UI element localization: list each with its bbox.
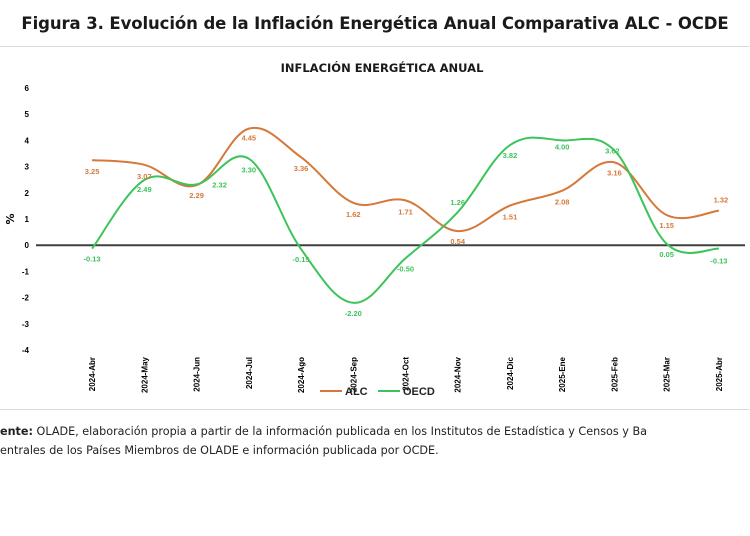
y-tick-label: -1: [22, 267, 30, 276]
data-label: 0.54: [450, 237, 465, 246]
x-tick-label: 2024-Dic: [506, 356, 515, 389]
data-label: 1.26: [450, 198, 465, 207]
y-tick-label: 4: [25, 136, 30, 145]
y-tick-label: 1: [25, 215, 30, 224]
x-axis-ticks: 2024-Abr 2024-May 2024-Jun 2024-Jul 2024-Ago…: [88, 356, 724, 393]
source-label: ente:: [0, 425, 33, 438]
data-label: -0.13: [710, 257, 727, 266]
legend: ALC OECD: [320, 386, 435, 398]
chart-title: INFLACIÓN ENERGÉTICA ANUAL: [281, 60, 484, 75]
data-label: 4.45: [242, 134, 257, 143]
y-axis-label: %: [4, 213, 17, 224]
x-tick-label: 2024-May: [140, 356, 149, 393]
y-tick-label: -4: [22, 346, 30, 355]
y-axis-ticks: 6 5 4 3 2 1 0 -1 -2 -3 -4: [22, 84, 30, 355]
data-label: 1.62: [346, 210, 361, 219]
data-label: 1.32: [714, 196, 729, 205]
data-label: 3.30: [242, 166, 257, 175]
data-label: -0.50: [397, 264, 414, 273]
x-tick-label: 2025-Ene: [558, 356, 567, 392]
x-tick-label: 2024-Abr: [88, 357, 97, 391]
data-label: 3.62: [605, 146, 620, 155]
x-tick-label: 2024-Jul: [245, 357, 254, 389]
line-chart: INFLACIÓN ENERGÉTICA ANUAL % 6 5 4 3 2 1 0 -1 -2…: [4, 60, 745, 398]
y-tick-label: -3: [22, 320, 30, 329]
data-label: 1.71: [398, 207, 413, 216]
series-line: [91, 136, 719, 304]
x-tick-label: 2025-Feb: [610, 357, 619, 392]
data-label: 0.05: [659, 250, 674, 259]
data-label: 2.49: [137, 185, 152, 194]
data-label: 3.16: [607, 168, 622, 177]
data-label: -0.15: [292, 255, 309, 264]
y-tick-label: 6: [25, 84, 30, 93]
x-tick-label: 2025-Abr: [715, 357, 724, 391]
figure-title: Figura 3. Evolución de la Inflación Ener…: [21, 14, 729, 33]
y-tick-label: 0: [25, 241, 30, 250]
x-tick-label: 2024-Sep: [349, 357, 358, 392]
data-label: 3.07: [137, 172, 152, 181]
data-label: 2.08: [555, 198, 570, 207]
data-labels: 3.25 3.07 2.29 4.45 3.36 1.62 1.71 0.54 1.51 2.08…: [84, 134, 729, 318]
data-label: -2.20: [345, 309, 362, 318]
data-label: 4.00: [555, 142, 570, 151]
y-tick-label: -2: [22, 294, 30, 303]
legend-label: ALC: [345, 386, 368, 398]
data-label: 3.36: [294, 164, 309, 173]
source-line-2: entrales de los Países Miembros de OLADE…: [0, 444, 439, 457]
y-tick-label: 3: [25, 163, 30, 172]
x-tick-label: 2024-Nov: [454, 356, 463, 392]
data-label: 3.25: [85, 167, 100, 176]
data-label: 3.82: [503, 151, 518, 160]
series-lines: [91, 126, 720, 304]
y-tick-label: 2: [25, 189, 30, 198]
source-note: ente: OLADE, elaboración propia a partir…: [0, 422, 750, 460]
x-tick-label: 2024-Oct: [402, 357, 411, 391]
x-tick-label: 2024-Ago: [297, 357, 306, 393]
chart-frame: [0, 46, 749, 410]
data-label: -0.13: [84, 255, 101, 264]
source-line-1: OLADE, elaboración propia a partir de la…: [36, 425, 647, 438]
x-tick-label: 2025-Mar: [663, 357, 672, 392]
legend-label: OECD: [403, 386, 435, 398]
data-label: 2.32: [212, 180, 227, 189]
data-label: 1.15: [659, 221, 674, 230]
x-tick-label: 2024-Jun: [193, 357, 202, 392]
y-tick-label: 5: [25, 110, 30, 119]
data-label: 2.29: [189, 191, 204, 200]
data-label: 1.51: [503, 213, 518, 222]
